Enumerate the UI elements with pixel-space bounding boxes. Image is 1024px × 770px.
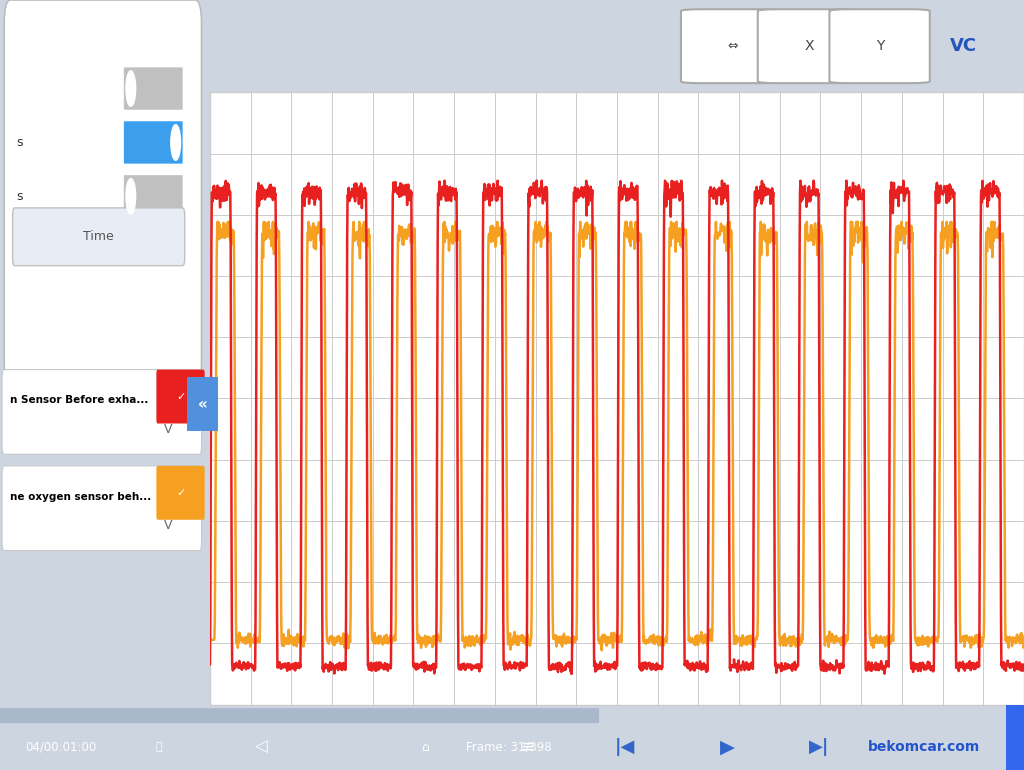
Bar [1006, 705, 1024, 770]
Text: n Sensor Before exha...: n Sensor Before exha... [10, 396, 148, 405]
Text: V: V [164, 520, 172, 532]
FancyBboxPatch shape [124, 175, 182, 217]
FancyBboxPatch shape [157, 466, 205, 520]
FancyBboxPatch shape [681, 9, 781, 83]
Text: ⌂: ⌂ [421, 741, 429, 754]
Text: ≡: ≡ [520, 738, 535, 756]
Circle shape [171, 125, 180, 160]
Text: |◀: |◀ [614, 738, 635, 756]
Circle shape [126, 179, 135, 214]
Text: VC: VC [950, 37, 977, 55]
Text: ▶|: ▶| [809, 738, 829, 756]
Text: V: V [164, 424, 172, 436]
FancyBboxPatch shape [12, 208, 184, 266]
FancyBboxPatch shape [124, 67, 182, 110]
Text: ⇔: ⇔ [727, 40, 737, 52]
FancyBboxPatch shape [4, 0, 202, 385]
FancyBboxPatch shape [829, 9, 930, 83]
FancyBboxPatch shape [187, 377, 218, 431]
Text: 🔊: 🔊 [156, 742, 162, 752]
FancyBboxPatch shape [2, 370, 202, 454]
Text: Time: Time [83, 230, 114, 243]
FancyBboxPatch shape [0, 708, 599, 723]
Text: X: X [804, 39, 814, 53]
Text: 04/00:01:00: 04/00:01:00 [26, 741, 97, 754]
Text: ✓: ✓ [176, 392, 185, 401]
Text: Y: Y [877, 39, 885, 53]
FancyBboxPatch shape [2, 466, 202, 551]
Circle shape [126, 71, 135, 106]
Text: ◁: ◁ [255, 738, 267, 756]
FancyBboxPatch shape [157, 370, 205, 424]
Text: s: s [16, 190, 24, 203]
Text: ▶: ▶ [720, 738, 734, 757]
Text: «: « [198, 397, 208, 412]
Text: ✓: ✓ [176, 488, 185, 497]
FancyBboxPatch shape [758, 9, 858, 83]
FancyBboxPatch shape [124, 121, 182, 164]
Text: bekomcar.com: bekomcar.com [868, 740, 981, 754]
Text: s: s [16, 136, 24, 149]
Text: ne oxygen sensor beh...: ne oxygen sensor beh... [10, 492, 152, 501]
Text: Frame: 31/398: Frame: 31/398 [466, 741, 552, 754]
